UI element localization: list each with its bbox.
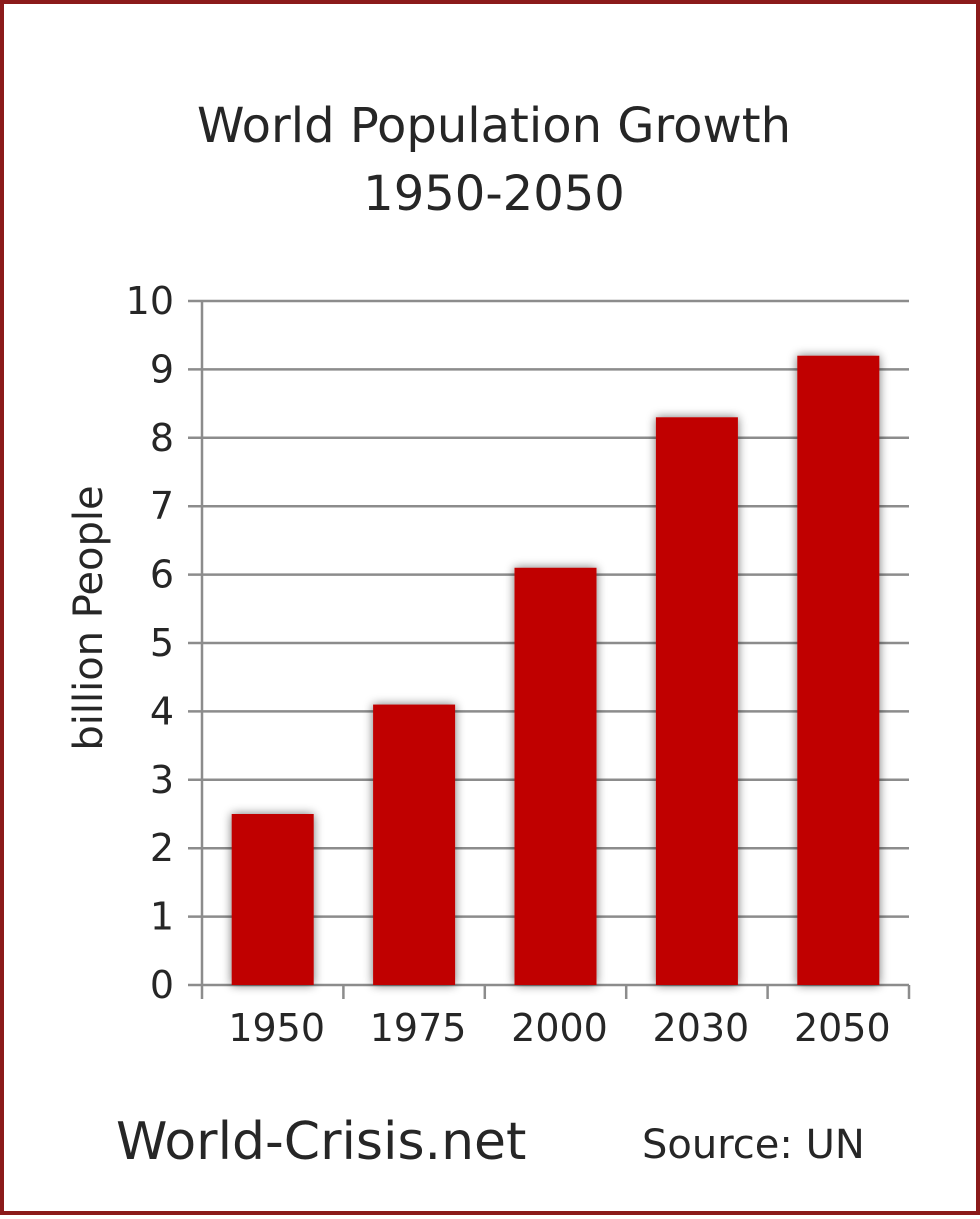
x-tick-label: 2050 <box>794 1006 891 1050</box>
site-brand: World-Crisis.net <box>116 1112 527 1172</box>
y-tick-label: 4 <box>150 689 174 733</box>
chart-title: World Population Growth <box>197 98 791 154</box>
bar-2000 <box>514 567 597 985</box>
bar-2030 <box>655 417 738 985</box>
y-tick-label: 2 <box>150 826 174 870</box>
x-tick-label: 2030 <box>653 1006 750 1050</box>
bars <box>231 355 880 986</box>
bar-1975 <box>373 704 456 985</box>
y-tick-labels: 0 1 2 3 4 5 6 7 8 9 10 <box>126 279 174 1007</box>
x-tick-label: 2000 <box>511 1006 608 1050</box>
y-tick-label: 7 <box>150 484 174 528</box>
y-tick-label: 5 <box>150 621 174 665</box>
y-tick-label: 3 <box>150 758 174 802</box>
y-axis-label: billion People <box>66 485 112 750</box>
y-tick-label: 8 <box>150 416 174 460</box>
bar-1950 <box>231 814 314 985</box>
source-note: Source: UN <box>642 1122 865 1168</box>
y-tick-label: 0 <box>150 963 174 1007</box>
bar-chart: 0 1 2 3 4 5 6 7 8 9 10 1950 1975 2000 2030 2050 billio… <box>66 279 911 1050</box>
x-tick-labels: 1950 1975 2000 2030 2050 <box>228 1006 890 1050</box>
y-tick-label: 10 <box>126 279 174 323</box>
x-tick-label: 1975 <box>370 1006 467 1050</box>
y-tick-label: 1 <box>150 895 174 939</box>
y-tick-label: 6 <box>150 553 174 597</box>
bar-2050 <box>797 355 880 986</box>
chart-subtitle: 1950-2050 <box>363 166 625 222</box>
x-tick-label: 1950 <box>228 1006 325 1050</box>
y-tick-label: 9 <box>150 347 174 391</box>
